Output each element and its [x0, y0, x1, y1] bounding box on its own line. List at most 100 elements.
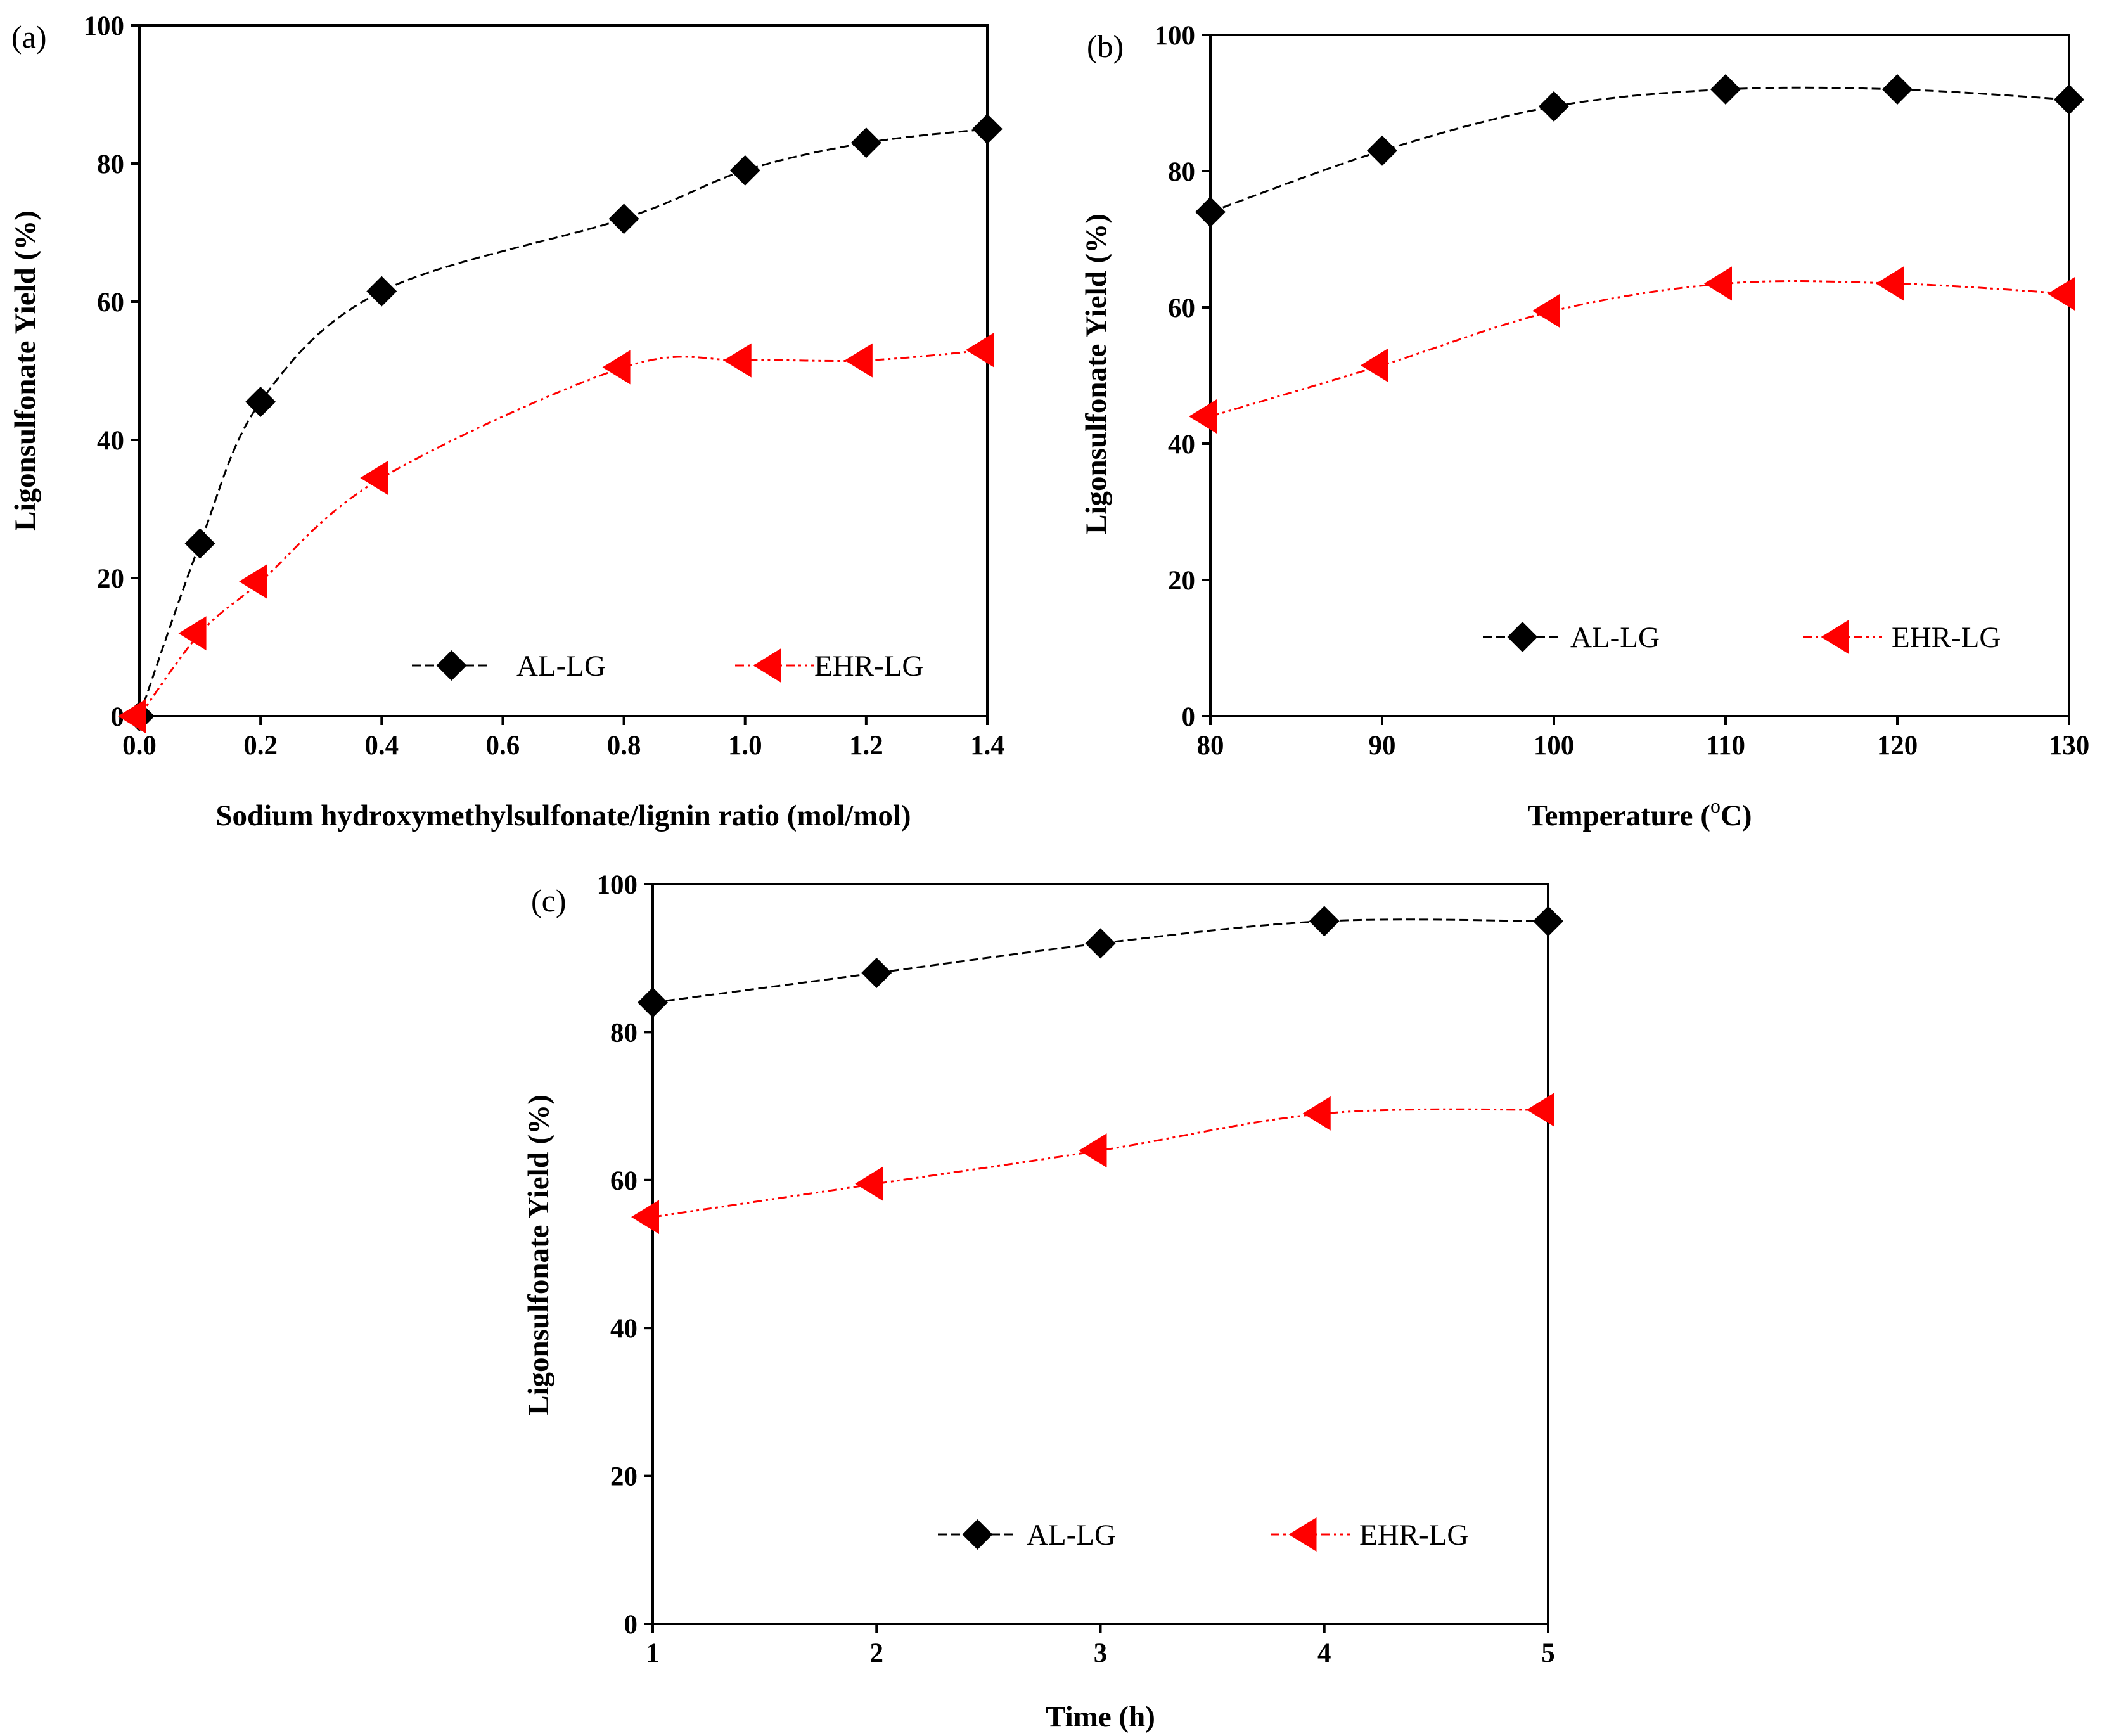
y-tick-label: 40 — [610, 1314, 638, 1344]
data-point-ehr-lg — [966, 333, 994, 368]
y-tick-label: 100 — [84, 11, 125, 41]
x-axis-title-superscript: o — [1710, 794, 1721, 817]
y-tick-label: 60 — [97, 288, 124, 318]
x-axis-title-suffix: C) — [1721, 799, 1752, 832]
legend-label-ehr-lg: EHR-LG — [1359, 1519, 1468, 1552]
y-tick-label: 80 — [610, 1018, 638, 1048]
data-point-ehr-lg — [1302, 1096, 1331, 1131]
data-point-al-lg — [184, 528, 215, 559]
plot-frame — [1209, 34, 2070, 717]
data-point-al-lg — [729, 155, 760, 186]
x-tick-label: 100 — [1534, 731, 1575, 761]
data-point-ehr-lg — [239, 564, 267, 599]
data-point-al-lg — [2054, 84, 2084, 115]
data-point-al-lg — [850, 127, 881, 158]
legend-marker-ehr-lg — [1288, 1517, 1317, 1552]
data-point-ehr-lg — [1189, 399, 1217, 434]
y-tick-label: 60 — [610, 1166, 638, 1196]
y-tick-label: 0 — [624, 1610, 638, 1640]
panel-label: (b) — [1087, 29, 1124, 64]
data-point-al-lg — [1195, 196, 1226, 228]
legend-marker-al-lg — [436, 650, 467, 681]
legend-label-al-lg: AL-LG — [1027, 1519, 1116, 1552]
legend-marker-al-lg — [962, 1519, 993, 1550]
data-point-al-lg — [1085, 928, 1116, 959]
data-point-ehr-lg — [602, 350, 631, 385]
x-tick-label: 4 — [1317, 1638, 1331, 1668]
y-tick-label: 40 — [1168, 430, 1195, 460]
y-tick-label: 20 — [610, 1462, 638, 1492]
x-tick-label: 0.4 — [364, 731, 399, 761]
data-point-al-lg — [638, 987, 668, 1018]
data-point-ehr-lg — [1704, 266, 1732, 301]
x-tick-label: 0.2 — [243, 731, 278, 761]
data-point-al-lg — [245, 387, 276, 418]
data-point-ehr-lg — [1532, 293, 1560, 328]
y-tick-label: 20 — [97, 564, 124, 594]
data-point-al-lg — [1539, 91, 1569, 122]
y-tick-label: 100 — [1155, 21, 1196, 51]
panel-label: (c) — [531, 883, 567, 918]
legend-label-ehr-lg: EHR-LG — [1892, 621, 2001, 654]
data-point-ehr-lg — [118, 699, 146, 733]
data-point-al-lg — [972, 113, 1003, 145]
data-point-ehr-lg — [360, 460, 388, 495]
chart-panel-b: 80 90 100 110 120 130 0 20 40 60 80 100 (b) Ligonsulf… — [1080, 21, 2089, 832]
y-axis-title: Ligonsulfonate Yield (%) — [9, 210, 42, 531]
data-point-al-lg — [861, 958, 892, 989]
x-tick-label: 3 — [1094, 1638, 1108, 1668]
y-tick-label: 100 — [597, 870, 638, 900]
series-line-al-lg — [652, 918, 1549, 1004]
chart-panel-c: 1 2 3 4 5 0 20 40 60 80 100 (c) Ligonsulfonate Yield… — [522, 870, 1563, 1733]
data-point-ehr-lg — [1527, 1092, 1554, 1127]
x-tick-label: 1.2 — [849, 731, 883, 761]
plot-frame — [138, 24, 989, 717]
data-point-ehr-lg — [631, 1200, 659, 1235]
x-tick-label: 0.6 — [486, 731, 520, 761]
y-tick-label: 0 — [111, 702, 125, 732]
x-tick-label: 1.0 — [728, 731, 762, 761]
x-axis-title: Temperature (oC) — [1527, 794, 1752, 832]
y-tick-label: 80 — [97, 150, 124, 179]
y-axis-title: Ligonsulfonate Yield (%) — [522, 1095, 555, 1415]
x-tick-label: 80 — [1197, 731, 1224, 761]
legend-label-al-lg: AL-LG — [516, 650, 606, 683]
x-axis-title: Time (h) — [1046, 1701, 1155, 1733]
chart-panel-a: 0.0 0.2 0.4 0.6 0.8 1.0 1.2 1.4 0 20 40 60 80 100 (a) L… — [9, 11, 1004, 832]
data-point-ehr-lg — [178, 616, 207, 651]
x-axis-title: Sodium hydroxymethylsulfonate/lignin rat… — [215, 799, 911, 832]
x-tick-label: 0.8 — [607, 731, 641, 761]
legend-marker-ehr-lg — [753, 648, 781, 683]
x-tick-label: 2 — [870, 1638, 884, 1668]
data-point-al-lg — [366, 276, 397, 307]
legend-label-ehr-lg: EHR-LG — [814, 650, 923, 683]
data-point-ehr-lg — [1361, 348, 1388, 383]
x-tick-label: 1.4 — [970, 731, 1004, 761]
x-tick-label: 120 — [1877, 731, 1918, 761]
data-point-al-lg — [1309, 906, 1340, 937]
y-tick-label: 20 — [1168, 566, 1195, 596]
y-tick-label: 0 — [1182, 702, 1196, 732]
x-tick-label: 110 — [1706, 731, 1745, 761]
y-tick-label: 60 — [1168, 293, 1195, 323]
data-point-al-lg — [1533, 906, 1563, 937]
series-line-ehr-lg — [138, 349, 988, 717]
data-point-ehr-lg — [855, 1166, 883, 1201]
x-axis-title-text: Temperature ( — [1527, 799, 1710, 832]
x-axis-title-text: Time (h) — [1046, 1701, 1155, 1733]
data-point-al-lg — [1710, 74, 1741, 105]
data-point-ehr-lg — [844, 343, 873, 378]
x-tick-label: 5 — [1541, 1638, 1555, 1668]
series-line-al-lg — [138, 128, 988, 717]
panel-label: (a) — [11, 19, 47, 55]
x-tick-label: 0.0 — [122, 731, 157, 761]
legend-label-al-lg: AL-LG — [1570, 621, 1660, 654]
series-line-ehr-lg — [652, 1108, 1549, 1218]
x-axis-title-text: Sodium hydroxymethylsulfonate/lignin rat… — [215, 799, 911, 832]
data-point-ehr-lg — [2048, 276, 2075, 311]
x-tick-label: 90 — [1369, 731, 1396, 761]
data-point-ehr-lg — [1079, 1133, 1107, 1168]
y-tick-label: 40 — [97, 426, 124, 456]
data-point-ehr-lg — [723, 343, 752, 378]
